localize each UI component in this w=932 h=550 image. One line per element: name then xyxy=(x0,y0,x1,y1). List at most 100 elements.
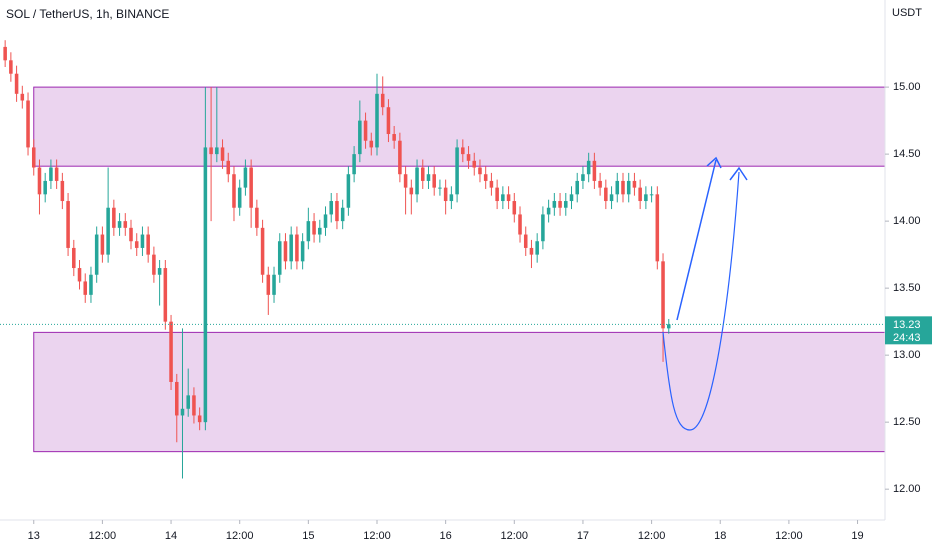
candle-body xyxy=(186,395,190,409)
candle-body xyxy=(541,214,545,242)
candle-body xyxy=(552,201,557,208)
candle-body xyxy=(89,274,93,295)
candle-body xyxy=(466,154,471,161)
candle-body xyxy=(415,167,419,195)
candle-body xyxy=(523,234,528,248)
candle-body xyxy=(117,221,122,228)
candle-body xyxy=(237,187,242,208)
candle-body xyxy=(9,60,13,74)
countdown-label: 24:43 xyxy=(893,332,921,344)
y-tick-label: 14.50 xyxy=(893,148,921,160)
candle-body xyxy=(323,214,328,228)
candle-body xyxy=(598,180,602,188)
candle-body xyxy=(134,241,139,248)
candle-body xyxy=(438,187,442,189)
y-axis-unit: USDT xyxy=(892,7,922,19)
y-tick-label: 14.00 xyxy=(893,215,921,227)
candles xyxy=(3,40,671,479)
x-tick-label: 16 xyxy=(440,530,452,542)
candle-body xyxy=(169,321,173,382)
x-tick-label: 14 xyxy=(165,530,177,542)
candle-body xyxy=(638,187,642,202)
candle-body xyxy=(100,234,105,255)
x-tick-label: 13 xyxy=(28,530,40,542)
candle-body xyxy=(197,415,202,423)
candle-body xyxy=(449,194,454,202)
candle-body xyxy=(335,201,339,222)
candle-body xyxy=(478,167,482,175)
candle-body xyxy=(203,147,208,423)
candle-body xyxy=(255,207,259,228)
candle-body xyxy=(295,234,299,262)
y-tick-label: 12.50 xyxy=(893,416,921,428)
candle-body xyxy=(37,167,42,195)
candle-body xyxy=(163,268,168,322)
candle-body xyxy=(369,140,374,148)
candle-body xyxy=(180,408,185,416)
candle-body xyxy=(655,194,660,262)
candle-body xyxy=(146,234,150,255)
x-tick-label: 19 xyxy=(851,530,863,542)
candle-body xyxy=(49,167,53,181)
candle-body xyxy=(3,46,7,61)
x-tick-label: 12:00 xyxy=(638,530,666,542)
candle-body xyxy=(569,194,574,202)
zones xyxy=(33,86,886,453)
candle-body xyxy=(386,107,391,135)
candle-body xyxy=(455,147,459,195)
x-tick-label: 18 xyxy=(714,530,726,542)
arrow-head xyxy=(729,166,748,181)
candle-body xyxy=(501,194,505,202)
price-zone xyxy=(33,331,886,453)
candle-body xyxy=(363,120,368,141)
candle-body xyxy=(277,241,282,275)
arrow-up xyxy=(676,159,717,321)
candle-body xyxy=(409,187,414,195)
last-price-box xyxy=(885,316,932,345)
candle-body xyxy=(604,187,608,202)
candle-body xyxy=(506,194,511,202)
candle-body xyxy=(483,174,488,181)
candle-body xyxy=(358,120,362,155)
candle-body xyxy=(140,234,145,248)
candle-body xyxy=(266,274,271,295)
candle-body xyxy=(54,167,59,181)
arrow-curve xyxy=(662,171,740,431)
candle-body xyxy=(66,201,70,248)
candle-body xyxy=(249,167,253,208)
candle-body xyxy=(581,174,585,181)
x-tick-label: 12:00 xyxy=(501,530,529,542)
candle-body xyxy=(329,201,334,215)
candle-body xyxy=(512,201,517,215)
chart-title: SOL / TetherUS, 1h, BINANCE xyxy=(6,7,169,21)
candle-body xyxy=(346,174,351,208)
candle-body xyxy=(300,241,305,262)
y-tick-label: 13.00 xyxy=(893,349,921,361)
candle-body xyxy=(644,194,648,202)
candle-body xyxy=(20,93,25,101)
candle-body xyxy=(403,174,408,188)
candle-body xyxy=(398,140,402,175)
candle-body xyxy=(609,194,614,202)
candle-body xyxy=(129,227,133,242)
candle-body xyxy=(123,221,128,228)
candle-body xyxy=(443,187,448,202)
x-tick-label: 17 xyxy=(577,530,589,542)
y-tick-label: 12.00 xyxy=(893,483,921,495)
candle-body xyxy=(31,147,36,168)
candle-body xyxy=(306,221,311,242)
candle-body xyxy=(272,274,276,295)
candle-body xyxy=(420,167,425,181)
candle-body xyxy=(392,134,396,141)
candle-body xyxy=(621,180,625,195)
candle-body xyxy=(666,324,671,329)
candle-body xyxy=(174,381,179,416)
candle-body xyxy=(575,180,579,195)
x-tick-label: 12:00 xyxy=(363,530,391,542)
candle-body xyxy=(558,201,562,208)
projection-arrows xyxy=(662,156,748,431)
candle-body xyxy=(60,180,65,202)
candle-body xyxy=(472,160,477,168)
candle-body xyxy=(546,207,551,215)
